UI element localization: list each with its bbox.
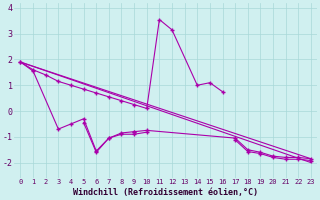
X-axis label: Windchill (Refroidissement éolien,°C): Windchill (Refroidissement éolien,°C) bbox=[73, 188, 258, 197]
